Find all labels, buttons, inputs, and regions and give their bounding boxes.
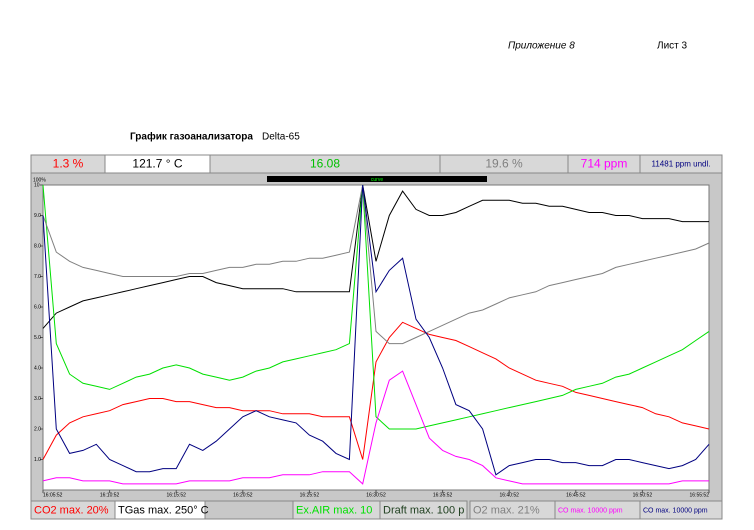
y-tick-label: 2.0 bbox=[34, 426, 41, 432]
legend-cell bbox=[379, 500, 468, 520]
x-tick-label: 16:05:52 bbox=[43, 492, 63, 498]
legend-label: Ex.AIR max. 10 bbox=[296, 504, 372, 516]
x-tick-label: 16:50:52 bbox=[633, 492, 653, 498]
reading: 11481 ppm undl. bbox=[651, 160, 710, 169]
y-tick-label: 6.0 bbox=[34, 304, 41, 310]
reading: 16.08 bbox=[310, 157, 340, 171]
legend-label: O2 max. 21% bbox=[473, 504, 540, 516]
legend-label: CO max. 10000 ppm bbox=[643, 507, 708, 514]
legend-gap bbox=[204, 500, 294, 520]
y-tick-label: 8.0 bbox=[34, 243, 41, 249]
sheet: Лист 3 bbox=[657, 41, 688, 52]
x-tick-label: 16:25:52 bbox=[300, 492, 320, 498]
y-tick-label: 10 bbox=[34, 182, 40, 188]
y-label: 100% bbox=[33, 177, 46, 183]
x-tick-label: 16:10:52 bbox=[100, 492, 120, 498]
y-tick-label: 4.0 bbox=[34, 365, 41, 371]
reading: 19.6 % bbox=[485, 157, 523, 171]
legend-cell bbox=[114, 500, 206, 520]
y-tick-label: 1.0 bbox=[34, 457, 41, 463]
reading: 121.7 ° C bbox=[132, 157, 182, 171]
reading: 714 ppm bbox=[581, 157, 628, 171]
x-tick-label: 16:55:52 bbox=[690, 492, 710, 498]
series-line bbox=[42, 184, 710, 476]
reading: 1.3 % bbox=[53, 157, 84, 171]
y-tick-label: 3.0 bbox=[34, 396, 41, 402]
plot-area bbox=[42, 184, 710, 491]
curve-bar bbox=[267, 176, 487, 182]
x-tick-label: 16:30:52 bbox=[366, 492, 386, 498]
series-line bbox=[42, 184, 709, 329]
y-tick-label: 9.0 bbox=[34, 213, 41, 219]
x-tick-label: 16:40:52 bbox=[499, 492, 519, 498]
x-tick-label: 16:20:52 bbox=[233, 492, 253, 498]
appendix: Приложение 8 bbox=[508, 41, 575, 52]
series-line bbox=[42, 184, 710, 345]
x-tick-label: 16:35:52 bbox=[433, 492, 453, 498]
y-tick-label: 5.0 bbox=[34, 335, 41, 341]
curve-label: curve bbox=[371, 177, 383, 183]
series-line bbox=[42, 370, 709, 485]
series-line bbox=[42, 321, 710, 460]
legend-label: TGas max. 250° C bbox=[118, 504, 209, 516]
caption: График газоанализатора bbox=[130, 131, 253, 143]
legend-label: CO2 max. 20% bbox=[34, 504, 109, 516]
y-tick-label: 7.0 bbox=[34, 274, 41, 280]
series-line bbox=[42, 184, 710, 430]
legend-label: Draft max. 100 p bbox=[383, 504, 464, 516]
legend-cell bbox=[639, 500, 723, 520]
reading-cell bbox=[639, 154, 723, 174]
device: Delta-65 bbox=[262, 132, 300, 143]
x-tick-label: 16:15:52 bbox=[166, 492, 186, 498]
x-tick-label: 16:45:52 bbox=[566, 492, 586, 498]
legend-label: CO max. 10000 ppm bbox=[558, 507, 623, 514]
